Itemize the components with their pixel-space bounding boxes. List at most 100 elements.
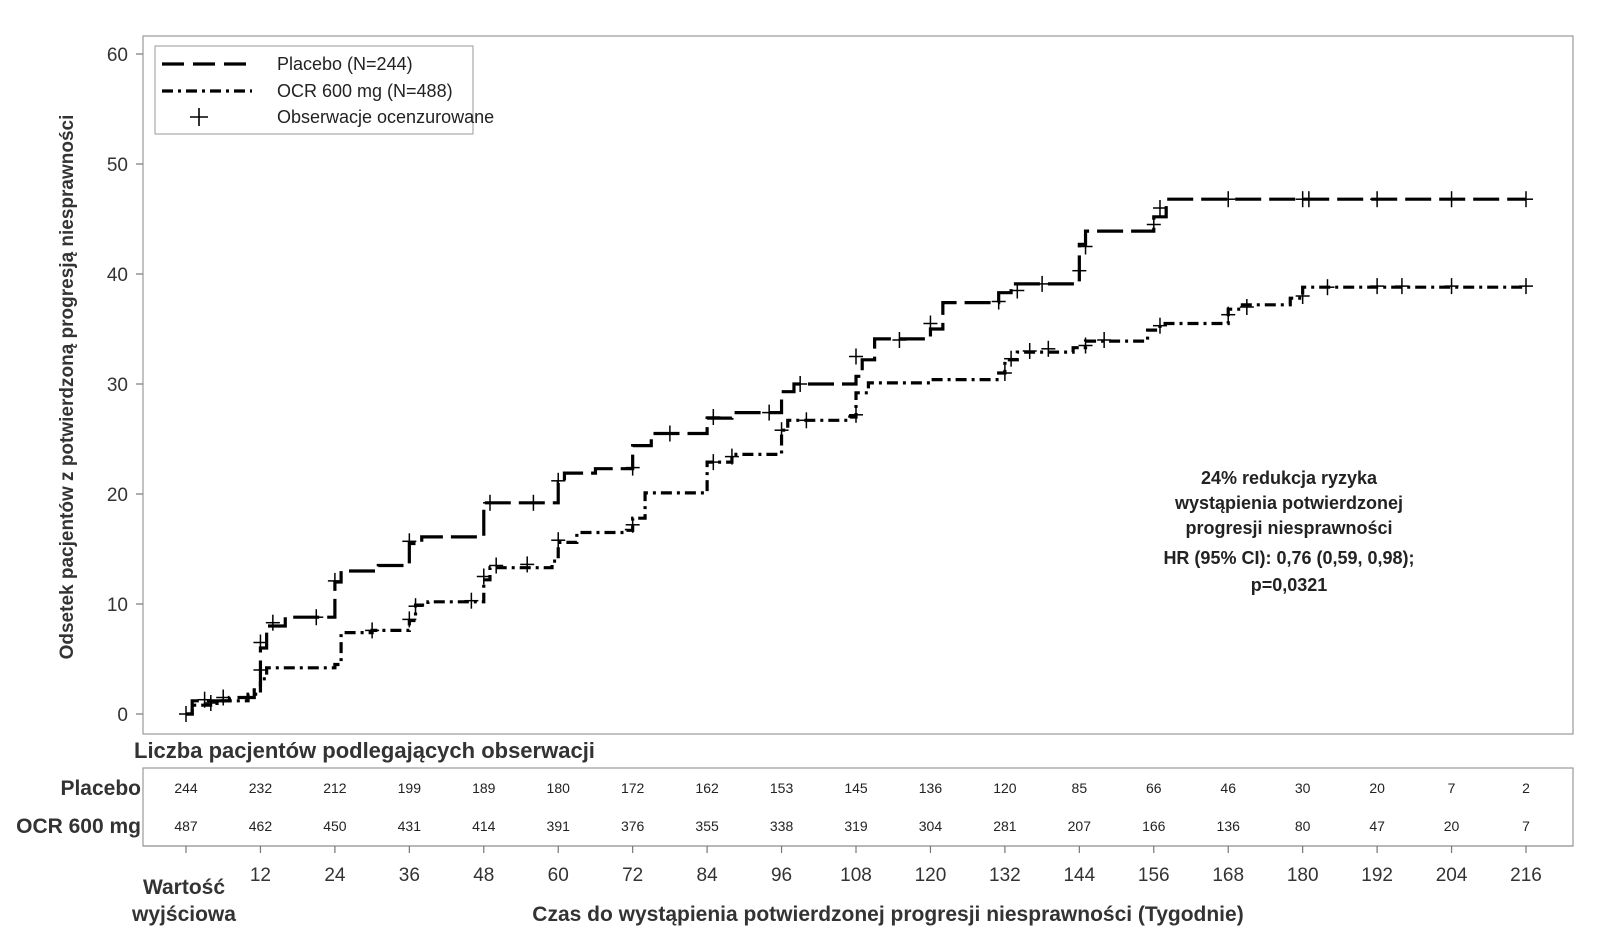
- x-baseline-label-2: wyjściowa: [131, 903, 236, 926]
- ocr-censor-mark: [1022, 343, 1037, 359]
- risk-cell-ocr: 338: [770, 818, 794, 834]
- ocr-censor-mark: [1004, 350, 1019, 367]
- risk-cell-ocr: 355: [695, 818, 719, 834]
- ocr-censor-mark: [1295, 288, 1310, 304]
- placebo-censor-mark: [1146, 216, 1161, 233]
- x-tick-label: 192: [1361, 865, 1393, 886]
- placebo-censor-mark: [327, 572, 342, 589]
- annotation-line-2: wystąpienia potwierdzonej: [1174, 493, 1403, 513]
- y-tick-label: 10: [107, 595, 128, 616]
- ocr-censor-mark: [1370, 278, 1385, 295]
- placebo-censor-mark: [1010, 282, 1025, 299]
- y-tick-label: 40: [107, 265, 128, 286]
- ocr-censor-mark: [1041, 340, 1056, 357]
- ocr-censor-mark: [1239, 299, 1254, 315]
- risk-cell-ocr: 319: [844, 818, 868, 834]
- ocr-censor-mark: [1394, 278, 1409, 295]
- placebo-censor-mark: [1444, 191, 1459, 208]
- ocr-censor-mark: [464, 592, 479, 609]
- risk-row-label-ocr: OCR 600 mg: [16, 815, 141, 838]
- ocr-censor-mark: [408, 598, 423, 615]
- ocr-censor-mark: [799, 412, 814, 429]
- risk-cell-placebo: 7: [1448, 780, 1456, 796]
- ocr-censor-mark: [520, 556, 535, 573]
- risk-cell-placebo: 212: [323, 780, 347, 796]
- x-tick-label: 156: [1138, 865, 1170, 886]
- risk-cell-ocr: 136: [1217, 818, 1241, 834]
- placebo-censor-mark: [309, 609, 324, 626]
- ocr-censor-mark: [1221, 306, 1236, 323]
- y-tick-label: 20: [107, 485, 128, 506]
- y-tick-label: 30: [107, 375, 128, 396]
- legend-box: [154, 45, 474, 135]
- y-tick-label: 60: [107, 45, 128, 66]
- placebo-censor-mark: [402, 533, 417, 550]
- risk-cell-ocr: 414: [472, 818, 496, 834]
- y-axis-label: Odsetek pacjentów z potwierdzoną progres…: [57, 115, 78, 660]
- risk-cell-ocr: 207: [1068, 818, 1092, 834]
- risk-cell-placebo: 136: [919, 780, 943, 796]
- risk-cell-ocr: 304: [919, 818, 943, 834]
- placebo-censor-mark: [991, 293, 1006, 310]
- ocr-censor-mark: [179, 706, 193, 722]
- risk-cell-placebo: 2: [1522, 780, 1530, 796]
- ocr-censor-mark: [1152, 317, 1167, 334]
- x-tick-label: 60: [548, 865, 569, 886]
- placebo-censor-mark: [1221, 191, 1236, 208]
- x-baseline-label-1: Wartość: [143, 876, 225, 899]
- risk-cell-ocr: 20: [1444, 818, 1460, 834]
- ocr-censor-mark: [849, 406, 863, 423]
- ocr-censor-mark: [489, 557, 504, 574]
- ocr-censor-mark: [253, 662, 268, 678]
- risk-cell-ocr: 7: [1522, 818, 1530, 834]
- risk-cell-placebo: 172: [621, 780, 645, 796]
- x-tick-label: 180: [1287, 865, 1319, 886]
- risk-cell-ocr: 281: [993, 818, 1017, 834]
- placebo-censor-mark: [1519, 191, 1533, 208]
- placebo-censor-mark: [1152, 200, 1167, 216]
- annotation-line-4: HR (95% CI): 0,76 (0,59, 0,98);: [1163, 548, 1414, 568]
- risk-cell-ocr: 487: [174, 818, 198, 834]
- ocr-censor-mark: [706, 454, 721, 471]
- risk-cell-placebo: 199: [398, 780, 422, 796]
- placebo-censor-mark: [253, 634, 268, 651]
- placebo-censor-mark: [1301, 191, 1316, 208]
- plot-frame: [142, 35, 1574, 735]
- ocr-censor-mark: [997, 365, 1012, 381]
- risk-cell-ocr: 450: [323, 818, 347, 834]
- x-tick-label: 36: [399, 865, 420, 886]
- risk-cell-ocr: 80: [1295, 818, 1311, 834]
- y-tick-label: 0: [117, 705, 128, 726]
- ocr-censor-mark: [774, 422, 789, 439]
- placebo-censor-mark: [526, 494, 541, 511]
- risk-cell-ocr: 376: [621, 818, 645, 834]
- risk-cell-placebo: 46: [1220, 780, 1236, 796]
- ocr-censor-mark: [365, 622, 380, 639]
- placebo-censor-mark: [892, 332, 907, 348]
- ocr-censor-mark: [724, 448, 739, 465]
- legend-ocr-label: OCR 600 mg (N=488): [277, 81, 453, 101]
- annotation-line-1: 24% redukcja ryzyka: [1201, 468, 1378, 488]
- x-tick-label: 132: [989, 865, 1021, 886]
- legend: Placebo (N=244) OCR 600 mg (N=488) Obser…: [154, 45, 494, 135]
- placebo-censor-mark: [265, 614, 280, 631]
- placebo-censor-mark: [625, 459, 640, 476]
- risk-cell-placebo: 153: [770, 780, 794, 796]
- x-tick-label: 48: [473, 865, 494, 886]
- legend-censored-label: Obserwacje ocenzurowane: [277, 107, 494, 127]
- x-tick-label: 144: [1063, 865, 1095, 886]
- x-tick-label: 72: [622, 865, 643, 886]
- x-tick-label: 12: [250, 865, 271, 886]
- legend-placebo-label: Placebo (N=244): [277, 54, 413, 74]
- ocr-censor-mark: [1078, 337, 1093, 354]
- risk-cell-placebo: 85: [1072, 780, 1088, 796]
- x-tick-label: 168: [1212, 865, 1244, 886]
- x-tick-label: 96: [771, 865, 792, 886]
- annotation-line-5: p=0,0321: [1251, 575, 1328, 595]
- ocr-censor-mark: [203, 695, 218, 711]
- risk-cell-placebo: 66: [1146, 780, 1162, 796]
- ocr-censor-mark: [1320, 279, 1335, 296]
- ocr-censor-mark: [1519, 278, 1533, 295]
- placebo-censor-mark: [216, 689, 231, 706]
